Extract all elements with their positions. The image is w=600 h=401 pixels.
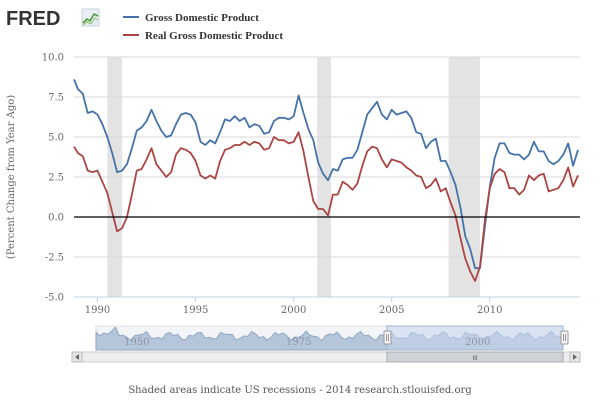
y-axis-title: (Percent Change from Year Ago): [6, 95, 17, 259]
scrollbar-thumb[interactable]: [386, 351, 564, 363]
series-line-real-gdp[interactable]: [73, 131, 579, 282]
scrollbar-grip: III: [472, 355, 478, 362]
y-tick-label: 0.0: [48, 213, 64, 224]
series-lines: [73, 79, 579, 282]
legend-item-gdp[interactable]: Gross Domestic Product: [123, 12, 259, 24]
fred-sparkline-icon: [81, 8, 100, 27]
legend-label-gdp: Gross Domestic Product: [145, 12, 259, 24]
y-tick-label: 5.0: [48, 133, 64, 144]
navigator-label-1950: 1950: [124, 337, 149, 348]
y-tick-label: -5.0: [45, 293, 64, 304]
navigator-selection[interactable]: [386, 325, 564, 351]
x-tick-label: 1995: [183, 305, 208, 316]
x-tick-label: 2000: [281, 305, 306, 316]
navigator-handle-right[interactable]: [560, 330, 569, 345]
x-tick-label: 1990: [85, 305, 110, 316]
y-tick-label: 2.5: [48, 173, 64, 184]
legend: Gross Domestic Product Real Gross Domest…: [123, 12, 283, 42]
recession-footnote: Shaded areas indicate US recessions - 20…: [128, 385, 472, 396]
y-tick-label: 10.0: [42, 53, 64, 64]
y-tick-label: -2.5: [45, 253, 64, 264]
navigator[interactable]: 1950 1975 2000: [95, 325, 569, 351]
navigator-label-1975: 1975: [286, 337, 311, 348]
legend-item-real-gdp[interactable]: Real Gross Domestic Product: [123, 30, 283, 42]
y-axis-ticks: -5.0 -2.5 0.0 2.5 5.0 7.5 10.0: [42, 53, 64, 304]
x-axis-ticks: 1990 1995 2000 2005 2010: [85, 297, 503, 316]
scrollbar[interactable]: III: [71, 351, 581, 363]
x-tick-label: 2005: [379, 305, 404, 316]
right-arrow-icon[interactable]: [569, 351, 581, 363]
y-tick-label: 7.5: [48, 93, 64, 104]
left-arrow-icon[interactable]: [71, 351, 83, 363]
logo-text: FRED: [6, 8, 60, 30]
legend-label-real-gdp: Real Gross Domestic Product: [145, 30, 283, 42]
navigator-label-2000: 2000: [465, 337, 490, 348]
series-line-gdp[interactable]: [73, 79, 579, 270]
x-tick-label: 2010: [477, 305, 502, 316]
navigator-handle-left[interactable]: [383, 330, 392, 345]
fred-logo[interactable]: FRED: [6, 8, 100, 30]
